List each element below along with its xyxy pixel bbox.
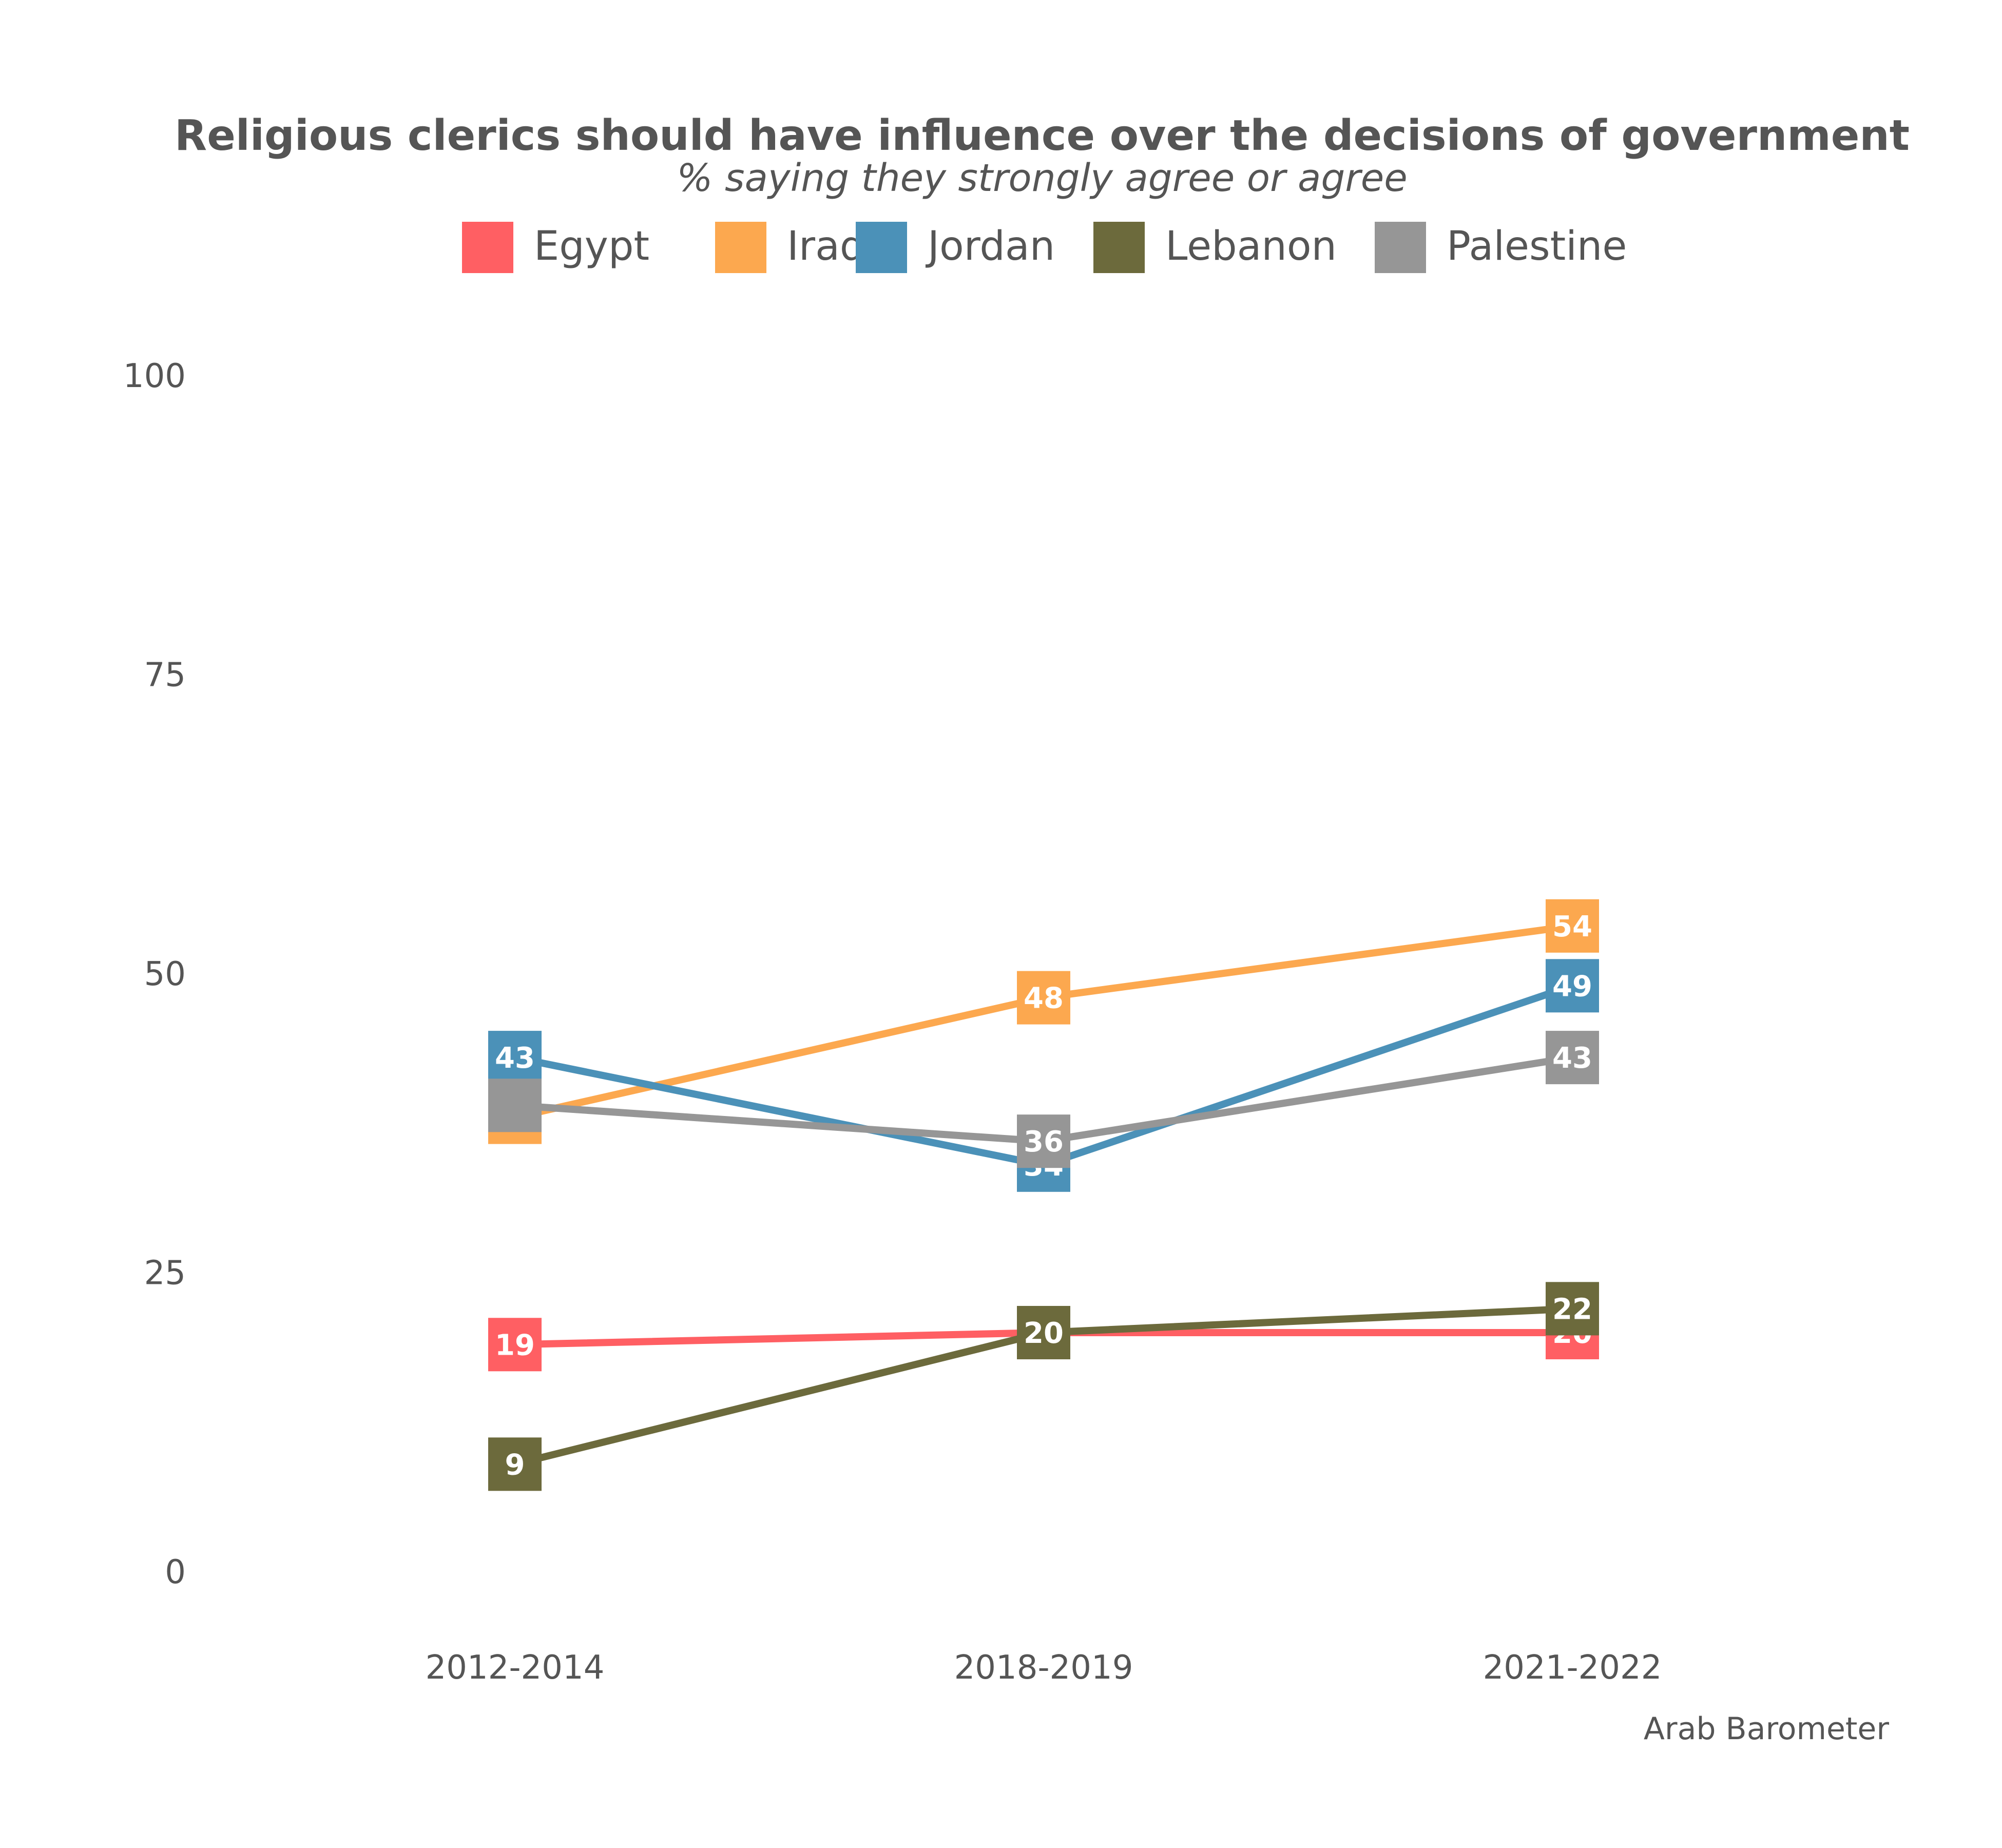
point-marker-iraq-2021-2022 xyxy=(1546,899,1599,953)
point-marker-lebanon-2012-2014 xyxy=(488,1437,542,1491)
data-point-iraq-2021-2022: 54 xyxy=(1546,899,1599,953)
legend-label-palestine: Palestine xyxy=(1447,223,1627,270)
y-tick-label-0: 0 xyxy=(165,1553,186,1591)
chart-subtitle: % saying they strongly agree or agree xyxy=(677,156,1408,200)
data-point-palestine-2012-2014 xyxy=(488,1079,542,1132)
data-label-egypt-2012-2014: 19 xyxy=(495,1329,535,1362)
y-axis: 0 25 50 75 100 xyxy=(123,357,186,1591)
data-label-palestine-2021-2022: 43 xyxy=(1552,1042,1592,1075)
data-point-egypt-2012-2014: 19 xyxy=(488,1318,542,1372)
data-label-lebanon-2012-2014: 9 xyxy=(505,1448,525,1481)
y-tick-label-100: 100 xyxy=(123,357,186,395)
point-marker-palestine-2018-2019 xyxy=(1017,1114,1070,1168)
legend-swatch-lebanon xyxy=(1093,222,1145,273)
legend-label-lebanon: Lebanon xyxy=(1165,223,1337,270)
data-point-lebanon-2021-2022: 22 xyxy=(1546,1282,1599,1336)
y-tick-label-75: 75 xyxy=(144,657,186,695)
point-marker-lebanon-2018-2019 xyxy=(1017,1306,1070,1359)
legend-swatch-egypt xyxy=(462,222,513,273)
legend: Egypt Iraq Jordan Lebanon Palestine xyxy=(462,222,1627,273)
legend-item-palestine: Palestine xyxy=(1375,222,1627,273)
data-point-lebanon-2012-2014: 9 xyxy=(488,1437,542,1491)
data-point-palestine-2018-2019: 36 xyxy=(1017,1114,1070,1168)
legend-item-lebanon: Lebanon xyxy=(1093,222,1337,273)
point-marker-egypt-2012-2014 xyxy=(488,1318,542,1372)
x-tick-label-2021-2022: 2021-2022 xyxy=(1483,1649,1662,1687)
data-point-iraq-2018-2019: 48 xyxy=(1017,971,1070,1025)
point-marker-palestine-2012-2014 xyxy=(488,1079,542,1132)
x-axis: 2012-2014 2018-2019 2021-2022 xyxy=(426,1649,1662,1687)
chart-title: Religious clerics should have influence … xyxy=(175,111,1910,160)
point-marker-palestine-2021-2022 xyxy=(1546,1031,1599,1085)
point-marker-jordan-2012-2014 xyxy=(488,1031,542,1085)
data-label-lebanon-2018-2019: 20 xyxy=(1024,1317,1064,1350)
x-tick-label-2012-2014: 2012-2014 xyxy=(426,1649,605,1687)
data-label-iraq-2018-2019: 48 xyxy=(1024,982,1064,1015)
data-label-iraq-2021-2022: 54 xyxy=(1552,910,1592,944)
data-point-jordan-2021-2022: 49 xyxy=(1546,959,1599,1013)
y-tick-label-50: 50 xyxy=(144,955,186,993)
x-tick-label-2018-2019: 2018-2019 xyxy=(954,1649,1133,1687)
series-points: 1920384854433449920223643 xyxy=(488,899,1599,1491)
legend-swatch-iraq xyxy=(715,222,766,273)
legend-swatch-palestine xyxy=(1375,222,1426,273)
legend-label-egypt: Egypt xyxy=(534,223,649,270)
point-marker-iraq-2018-2019 xyxy=(1017,971,1070,1025)
legend-label-jordan: Jordan xyxy=(925,223,1055,270)
point-marker-jordan-2021-2022 xyxy=(1546,959,1599,1013)
chart-caption: Arab Barometer xyxy=(1644,1711,1889,1747)
data-label-lebanon-2021-2022: 22 xyxy=(1552,1293,1592,1326)
point-marker-lebanon-2021-2022 xyxy=(1546,1282,1599,1336)
legend-swatch-jordan xyxy=(856,222,907,273)
data-label-jordan-2012-2014: 43 xyxy=(495,1042,535,1075)
legend-label-iraq: Iraq xyxy=(787,223,865,270)
data-point-lebanon-2018-2019: 20 xyxy=(1017,1306,1070,1359)
data-point-jordan-2012-2014: 43 xyxy=(488,1031,542,1085)
legend-item-jordan: Jordan xyxy=(856,222,1055,273)
data-point-palestine-2021-2022: 43 xyxy=(1546,1031,1599,1085)
data-label-palestine-2018-2019: 36 xyxy=(1024,1125,1064,1159)
legend-item-iraq: Iraq xyxy=(715,222,865,273)
data-label-jordan-2021-2022: 49 xyxy=(1552,970,1592,1003)
legend-item-egypt: Egypt xyxy=(462,222,649,273)
y-tick-label-25: 25 xyxy=(144,1255,186,1293)
